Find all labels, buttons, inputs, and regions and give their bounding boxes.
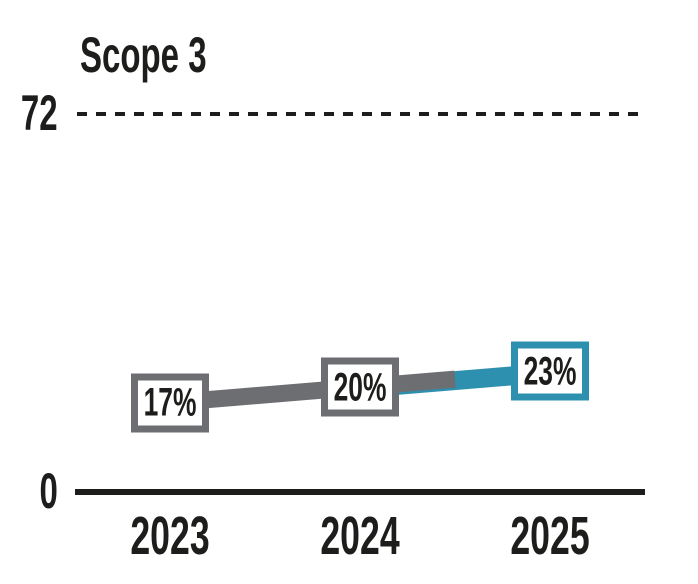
x-axis-label-2024-text: 2024: [320, 506, 400, 566]
y-axis-label-zero-text: 0: [39, 463, 58, 519]
data-point-box-2023: 17%: [131, 373, 209, 433]
target-dashed-line: [77, 112, 645, 116]
trend-line-historic-segment: [169, 370, 456, 412]
chart-title-text: Scope 3: [80, 27, 207, 83]
y-axis-label-target: 72: [0, 88, 58, 138]
y-axis-label-zero: 0: [0, 466, 58, 516]
x-axis-label-2023-text: 2023: [130, 506, 210, 566]
chart-title: Scope 3: [80, 30, 272, 80]
x-axis-label-2025-text: 2025: [510, 506, 590, 566]
x-axis-label-2025: 2025: [490, 509, 610, 563]
data-point-value-2023: 17%: [143, 380, 197, 425]
data-point-box-2024: 20%: [321, 357, 399, 417]
x-axis-label-2024: 2024: [300, 509, 420, 563]
data-point-box-2025: 23%: [511, 341, 589, 401]
data-point-value-2024: 20%: [333, 365, 387, 409]
x-axis-line: [75, 489, 645, 495]
data-point-value-2025: 23%: [523, 349, 577, 394]
x-axis-label-2023: 2023: [110, 509, 230, 563]
y-axis-label-target-text: 72: [21, 85, 58, 141]
